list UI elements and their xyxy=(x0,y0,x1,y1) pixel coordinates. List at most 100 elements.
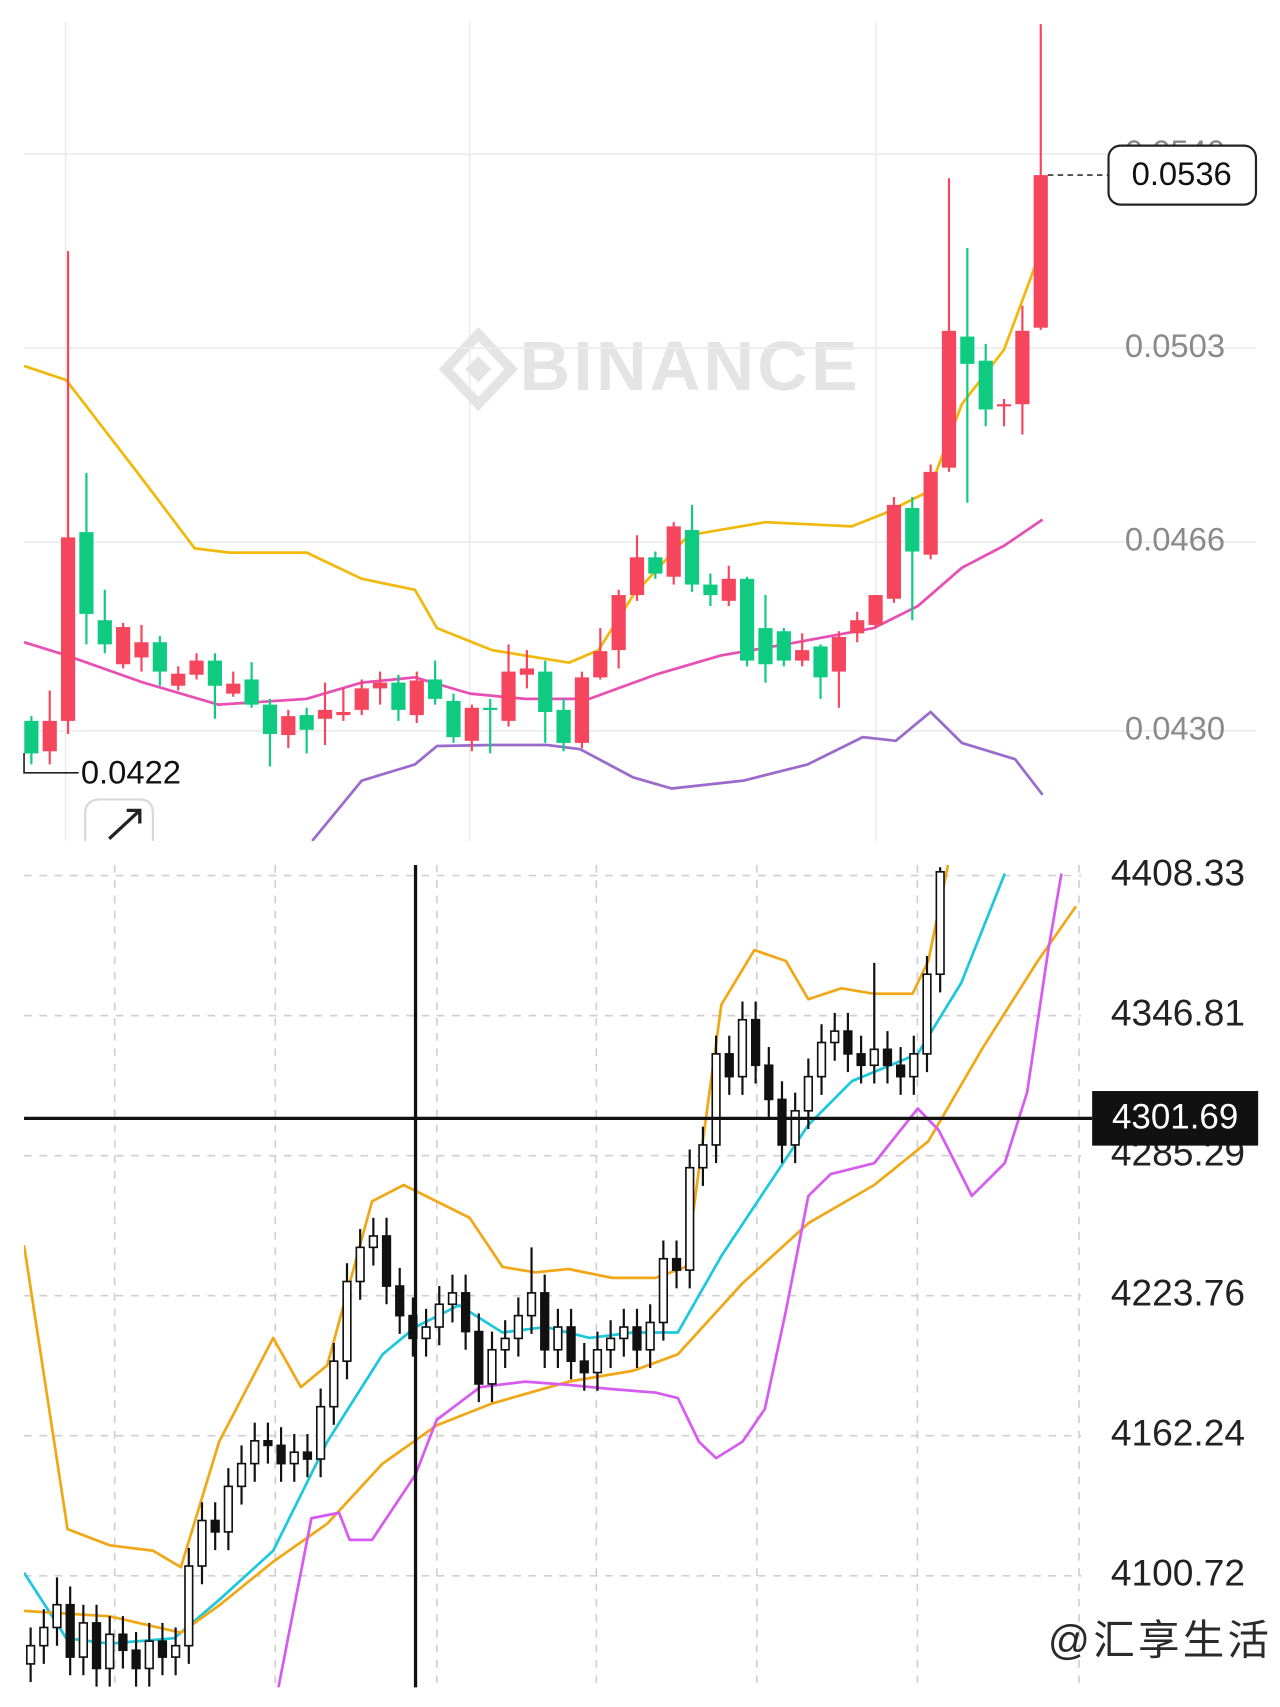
candle-body xyxy=(487,1348,497,1385)
crosshair-price-label: 4301.69 xyxy=(1112,1098,1238,1137)
candle-body xyxy=(244,679,259,705)
candle-body xyxy=(372,682,388,689)
candle-body xyxy=(645,1321,655,1351)
candle-body xyxy=(329,1360,339,1408)
candle-body xyxy=(553,1326,563,1351)
expand-arrow[interactable] xyxy=(108,808,142,840)
band-line xyxy=(24,245,1044,665)
band-line xyxy=(24,864,950,1569)
band-line xyxy=(24,518,1044,706)
candle-body xyxy=(856,1053,866,1067)
candle-body xyxy=(207,660,223,686)
candle-body xyxy=(500,1337,510,1351)
candle-body xyxy=(923,471,938,555)
candle-body xyxy=(758,628,773,665)
candle-body xyxy=(685,1166,695,1271)
candle-body xyxy=(776,631,791,661)
candle-body xyxy=(474,1330,484,1385)
candle-body xyxy=(658,1257,668,1324)
candle-body xyxy=(666,526,681,577)
y-tick-label: 4162.24 xyxy=(1111,1412,1245,1454)
candle-body xyxy=(711,1053,721,1146)
candle-body xyxy=(519,668,534,675)
candle-body xyxy=(540,1292,550,1351)
candle-body xyxy=(803,1075,813,1112)
candle-body xyxy=(263,1440,273,1447)
candle-body xyxy=(368,1235,378,1249)
candle-body xyxy=(223,1485,233,1533)
candle-body xyxy=(446,700,461,738)
candle-body xyxy=(52,1603,62,1629)
candle-body xyxy=(250,1440,260,1465)
candle-body xyxy=(42,720,57,752)
candle-body xyxy=(868,595,883,625)
candle-body xyxy=(152,642,167,672)
band-line xyxy=(24,905,1078,1635)
candle-body xyxy=(97,620,112,645)
candle-body xyxy=(317,709,333,719)
candle-body xyxy=(460,1292,471,1333)
candle-body xyxy=(281,716,296,736)
candle-body xyxy=(336,711,351,716)
candle-body xyxy=(236,1462,247,1488)
candle-body xyxy=(226,683,241,694)
band-line xyxy=(311,710,1044,841)
crosshair-price-box xyxy=(1092,1091,1259,1146)
candle-body xyxy=(409,680,424,716)
candle-body xyxy=(447,1292,458,1306)
candle-body xyxy=(302,1451,313,1460)
candle-body xyxy=(556,709,571,743)
candle-body xyxy=(501,671,516,721)
candle-body xyxy=(941,330,957,468)
expand-button[interactable] xyxy=(84,798,155,841)
candle-body xyxy=(65,1603,75,1658)
candle-body xyxy=(611,595,626,651)
watermark: BINANCE xyxy=(520,327,861,405)
candle-body xyxy=(740,578,755,661)
candle-body xyxy=(850,620,865,634)
candle-body xyxy=(60,537,76,721)
candle-body xyxy=(342,1280,352,1362)
logo-center xyxy=(465,356,492,383)
candle-body xyxy=(118,1633,128,1652)
last-price-label: 0.0536 xyxy=(1132,155,1232,192)
candle-body xyxy=(882,1048,893,1067)
candle-body xyxy=(144,1640,154,1670)
candle-body xyxy=(91,1622,102,1670)
candle-body xyxy=(354,688,369,710)
candle-body xyxy=(1033,175,1048,328)
candle-body xyxy=(605,1337,616,1351)
candle-body xyxy=(831,636,846,672)
candle-body xyxy=(978,360,993,410)
candle-body xyxy=(764,1064,774,1101)
candle-body xyxy=(737,1018,748,1078)
candle-body xyxy=(579,1360,589,1374)
y-tick-label: 4346.81 xyxy=(1111,991,1245,1033)
candle-body xyxy=(574,677,590,743)
candle-body xyxy=(157,1640,168,1658)
candle-body xyxy=(593,651,608,678)
plot-area xyxy=(24,864,1078,1688)
candle-body xyxy=(698,1144,708,1169)
candle-body xyxy=(843,1030,853,1055)
band-line xyxy=(24,873,1007,1645)
candle-body xyxy=(134,642,149,658)
candle-body xyxy=(566,1326,576,1362)
candle-body xyxy=(777,1098,787,1146)
candle-body xyxy=(895,1064,906,1078)
watermark-logo xyxy=(438,327,518,412)
candle-body xyxy=(684,530,700,585)
candle-body xyxy=(629,557,645,596)
candle-body xyxy=(464,707,479,741)
candle-body xyxy=(381,1235,392,1287)
candle-body xyxy=(25,1644,36,1665)
candle-body xyxy=(869,1048,879,1067)
candle-body xyxy=(78,1622,88,1658)
button-frame[interactable] xyxy=(84,798,155,841)
candle-body xyxy=(131,1649,141,1670)
band-line xyxy=(277,873,1063,1688)
candle-body xyxy=(299,715,314,730)
candle-body xyxy=(619,1326,629,1340)
candle-body xyxy=(170,1644,181,1658)
